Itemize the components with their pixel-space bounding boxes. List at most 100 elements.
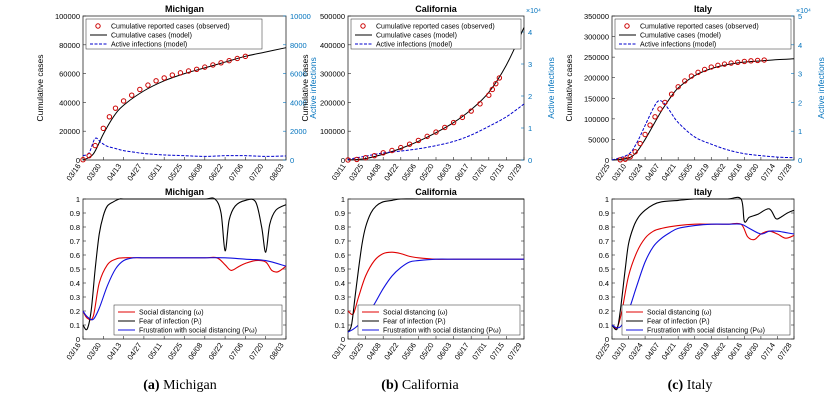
x-tick-label: 06/02 [709, 162, 727, 183]
observed-point [371, 152, 378, 159]
y-tick-label: 0.3 [599, 293, 609, 302]
x-tick-label: 04/07 [643, 162, 661, 183]
observed-point [652, 114, 658, 120]
x-tick-label: 03/16 [64, 162, 82, 183]
legend-label: Social distancing (ω) [383, 310, 448, 317]
active-infections-line [611, 100, 795, 161]
x-tick-label: 05/25 [166, 162, 184, 183]
y-tick-label: 0.2 [70, 307, 80, 316]
y-axis-label: Cumulative cases [564, 54, 574, 121]
x-tick-label: 04/22 [382, 162, 400, 183]
x-tick-label: 02/25 [593, 341, 611, 362]
y-right-tick-label: 2 [528, 92, 532, 101]
legend-label: Cumulative cases (model) [111, 33, 192, 40]
observed-point [354, 156, 360, 163]
chart-title: Italy [694, 4, 712, 14]
x-tick-label: 03/10 [610, 162, 628, 183]
y-tick-label: 100000 [55, 12, 80, 21]
y-tick-label: 0.4 [599, 279, 609, 288]
observed-point [226, 57, 232, 64]
y-tick-label: 300000 [584, 33, 609, 42]
caption-text: Italy [686, 378, 713, 393]
caption-italy: (c) Italy [590, 378, 790, 394]
observed-point [169, 72, 176, 78]
observed-point [137, 86, 143, 93]
observed-point [398, 144, 404, 151]
y-tick-label: 500000 [320, 12, 345, 21]
active-infections-line [347, 103, 525, 160]
y-tick-label: 60000 [59, 70, 80, 79]
active-infections-line [82, 137, 287, 157]
x-tick-label: 05/06 [400, 341, 418, 362]
x-tick-label: 04/27 [125, 341, 143, 362]
x-tick-label: 06/22 [207, 162, 225, 183]
y-tick-label: 1 [76, 195, 80, 204]
x-tick-label: 06/30 [742, 162, 760, 183]
observed-point [617, 157, 623, 163]
y-right-tick-label: 2 [798, 98, 802, 107]
x-tick-label: 05/20 [417, 162, 435, 183]
x-tick-label: 05/19 [693, 162, 711, 183]
x-tick-label: 05/11 [146, 162, 164, 182]
observed-point [728, 60, 734, 66]
observed-point [362, 154, 369, 161]
y-right-tick-label: 4000 [290, 98, 307, 107]
y-tick-label: 0.6 [599, 251, 609, 260]
y-tick-label: 0.8 [599, 223, 609, 232]
observed-point [682, 78, 688, 84]
y-tick-label: 350000 [584, 12, 609, 21]
y-tick-label: 0.1 [70, 321, 80, 330]
x-tick-label: 04/07 [643, 341, 661, 362]
x-tick-label: 06/16 [726, 341, 744, 362]
observed-point [647, 122, 653, 128]
observed-point [92, 142, 98, 149]
observed-point [721, 61, 728, 67]
x-tick-label: 07/29 [505, 162, 523, 183]
observed-point [459, 114, 466, 121]
y-tick-label: 0.9 [70, 209, 80, 218]
legend-label: Social distancing (ω) [647, 310, 712, 317]
y-tick-label: 0.1 [335, 321, 345, 330]
legend-label: Cumulative cases (model) [640, 33, 721, 40]
x-tick-label: 03/25 [347, 341, 365, 362]
y-tick-label: 0.8 [335, 223, 345, 232]
x-tick-label: 03/30 [85, 162, 103, 183]
observed-point [86, 152, 92, 159]
legend-label: Cumulative cases (model) [376, 33, 457, 40]
x-tick-label: 07/01 [470, 341, 488, 362]
observed-point [80, 157, 86, 163]
legend-label: Active infections (model) [376, 42, 452, 49]
y-tick-label: 200000 [584, 74, 609, 83]
x-tick-label: 06/08 [186, 341, 204, 362]
y-tick-label: 0.7 [599, 237, 609, 246]
y-tick-label: 250000 [584, 53, 609, 62]
x-tick-label: 06/16 [726, 162, 744, 183]
x-tick-label: 06/17 [453, 341, 471, 362]
observed-point [120, 98, 127, 104]
y-right-tick-label: 0 [528, 156, 532, 165]
x-tick-label: 06/08 [186, 162, 204, 183]
observed-point [657, 106, 663, 112]
observed-point [489, 86, 496, 93]
observed-point [622, 156, 628, 162]
caption-michigan: (a) Michigan [80, 378, 280, 394]
fear-of-infection-line [347, 198, 524, 333]
y-tick-label: 0.2 [335, 307, 345, 316]
y-tick-label: 100000 [584, 115, 609, 124]
x-tick-label: 03/24 [627, 162, 645, 183]
observed-point [424, 133, 430, 140]
x-tick-label: 06/03 [435, 162, 453, 183]
observed-point [193, 66, 200, 72]
legend-box [357, 304, 521, 336]
legend-label: Fear of infection (Pᵢ) [383, 319, 446, 326]
x-tick-label: 07/15 [488, 341, 506, 362]
legend-marker-observed [624, 23, 630, 29]
x-tick-label: 05/05 [676, 162, 694, 183]
observed-point [496, 75, 503, 81]
x-tick-label: 07/20 [247, 162, 265, 183]
x-tick-label: 04/08 [365, 341, 383, 362]
caption-california: (b) California [320, 378, 520, 394]
x-tick-label: 08/03 [267, 162, 285, 183]
y-tick-label: 0.8 [70, 223, 80, 232]
